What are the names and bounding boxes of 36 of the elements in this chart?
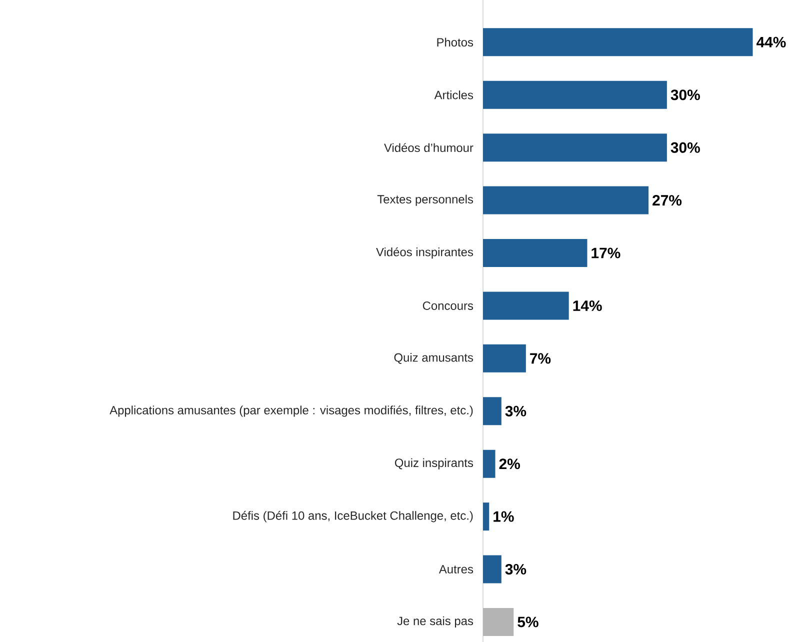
y-tick-label: Articles: [434, 90, 474, 100]
y-tick-label: Quiz amusants: [394, 352, 474, 364]
y-tick-label: Vidéos inspirantes: [376, 247, 474, 259]
data-label: 17%: [592, 248, 620, 258]
data-label: 30%: [670, 142, 700, 153]
bar: [483, 80, 667, 109]
bar: [483, 239, 588, 268]
data-label: 3%: [505, 564, 526, 575]
data-label: 44%: [756, 36, 786, 48]
data-label: 3%: [505, 406, 526, 416]
data-label: 27%: [652, 195, 682, 206]
bar: [483, 344, 526, 372]
bar: [483, 502, 490, 531]
data-label: 5%: [518, 616, 538, 628]
bar: [483, 134, 667, 162]
y-tick-label: Autres: [438, 565, 474, 574]
bar: [483, 28, 753, 56]
data-label: 7%: [530, 353, 551, 364]
y-tick-label: Textes personnels: [377, 194, 474, 206]
y-tick-label: Je ne sais pas: [397, 616, 474, 628]
bar: [483, 555, 502, 584]
y-tick-label: Concours: [422, 301, 474, 310]
y-tick-label: Défis (Défi 10 ans, IceBucket Challenge, etc.): [233, 510, 473, 522]
bar: [483, 292, 569, 320]
data-label: 14%: [573, 300, 602, 311]
y-tick-label: Photos: [437, 38, 474, 47]
data-label: 1%: [494, 511, 514, 522]
bar: [483, 608, 514, 636]
bar: [483, 450, 496, 478]
data-label: 2%: [499, 458, 520, 470]
y-tick-label: Quiz inspirants: [394, 458, 474, 470]
bar: [483, 397, 502, 426]
y-tick-label: Vidéos d’humour: [384, 143, 474, 152]
data-label: 30%: [670, 90, 700, 100]
y-tick-label: Applications amusantes (par exemple : visages modifiés, filtres, etc.): [110, 406, 473, 417]
bar: [483, 186, 649, 214]
